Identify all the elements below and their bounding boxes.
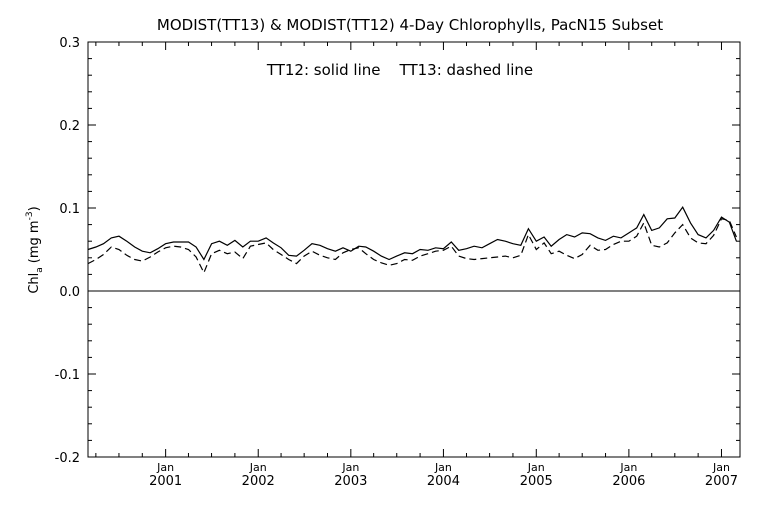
y-axis-label-main: Chl: [27, 273, 42, 294]
x-tick-year: 2006: [612, 474, 645, 489]
series-style-note: TT12: solid line TT13: dashed line: [266, 61, 533, 79]
x-tick-year: 2002: [242, 474, 275, 489]
x-tick-month: Jan: [341, 461, 359, 474]
series-tt13-line: [87, 218, 737, 275]
x-axis-ticks: Jan2001Jan2002Jan2003Jan2004Jan2005Jan20…: [95, 42, 738, 489]
x-tick-year: 2005: [520, 474, 553, 489]
y-tick-label: 0.2: [59, 119, 80, 134]
x-tick-month: Jan: [619, 461, 637, 474]
x-tick-month: Jan: [249, 461, 267, 474]
y-axis-label-units: (mg m: [27, 220, 42, 263]
y-axis-label-sup: -3: [25, 211, 35, 220]
y-tick-label: 0.3: [59, 36, 80, 51]
y-tick-label: 0.1: [59, 202, 80, 217]
x-tick-month: Jan: [156, 461, 174, 474]
x-tick-year: 2004: [427, 474, 460, 489]
y-tick-label: 0.0: [59, 285, 80, 300]
plot-frame: [87, 41, 741, 458]
series-layer: [87, 206, 737, 275]
y-axis-ticks: -0.2 -0.1 0.0 0.1 0.2 0.3: [55, 36, 740, 466]
x-tick-month: Jan: [434, 461, 452, 474]
series-tt12-line: [87, 206, 737, 261]
y-tick-label: -0.2: [55, 451, 80, 466]
x-tick-month: Jan: [712, 461, 730, 474]
y-axis-label: Chla (mg m-3): [25, 206, 45, 293]
chart-title: MODIST(TT13) & MODIST(TT12) 4-Day Chloro…: [157, 16, 663, 34]
x-tick-year: 2007: [705, 474, 738, 489]
x-tick-month: Jan: [527, 461, 545, 474]
y-axis-label-close: ): [27, 206, 42, 211]
x-tick-year: 2001: [149, 474, 182, 489]
y-axis-label-sub: a: [35, 267, 45, 273]
x-tick-year: 2003: [334, 474, 367, 489]
y-tick-label: -0.1: [55, 368, 80, 383]
